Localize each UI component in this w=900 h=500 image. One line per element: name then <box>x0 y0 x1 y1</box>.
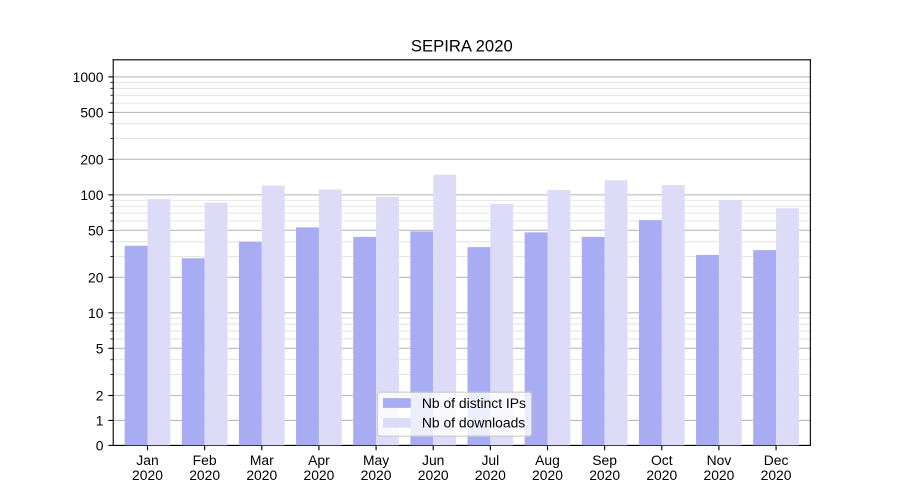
svg-text:1: 1 <box>96 412 104 428</box>
svg-text:500: 500 <box>80 104 103 120</box>
svg-text:Nov: Nov <box>707 452 732 468</box>
svg-text:Dec: Dec <box>764 452 789 468</box>
svg-text:50: 50 <box>88 222 104 238</box>
svg-text:2020: 2020 <box>246 467 277 483</box>
svg-text:2020: 2020 <box>418 467 449 483</box>
svg-text:2020: 2020 <box>646 467 677 483</box>
svg-text:10: 10 <box>88 305 104 321</box>
svg-text:2020: 2020 <box>761 467 792 483</box>
svg-text:20: 20 <box>88 269 104 285</box>
svg-text:200: 200 <box>80 151 103 167</box>
svg-text:2020: 2020 <box>303 467 334 483</box>
svg-text:Nb of distinct IPs: Nb of distinct IPs <box>422 395 526 411</box>
svg-text:Sep: Sep <box>592 452 617 468</box>
svg-text:1000: 1000 <box>73 69 104 85</box>
svg-text:Apr: Apr <box>308 452 330 468</box>
svg-text:Aug: Aug <box>535 452 560 468</box>
svg-text:Nb of downloads: Nb of downloads <box>422 415 525 431</box>
svg-text:Oct: Oct <box>651 452 673 468</box>
svg-text:0: 0 <box>96 437 104 453</box>
svg-text:2020: 2020 <box>475 467 506 483</box>
svg-text:2020: 2020 <box>189 467 220 483</box>
svg-text:Jul: Jul <box>481 452 499 468</box>
svg-text:2020: 2020 <box>132 467 163 483</box>
svg-text:May: May <box>363 452 389 468</box>
svg-text:100: 100 <box>80 187 103 203</box>
svg-text:2020: 2020 <box>532 467 563 483</box>
svg-text:Feb: Feb <box>193 452 217 468</box>
svg-text:2020: 2020 <box>589 467 620 483</box>
svg-text:Mar: Mar <box>250 452 274 468</box>
svg-text:5: 5 <box>96 340 104 356</box>
svg-text:2020: 2020 <box>703 467 734 483</box>
svg-text:2020: 2020 <box>361 467 392 483</box>
svg-text:2: 2 <box>96 388 104 404</box>
svg-text:SEPIRA 2020: SEPIRA 2020 <box>411 36 513 55</box>
svg-text:Jan: Jan <box>136 452 158 468</box>
svg-text:Jun: Jun <box>422 452 444 468</box>
